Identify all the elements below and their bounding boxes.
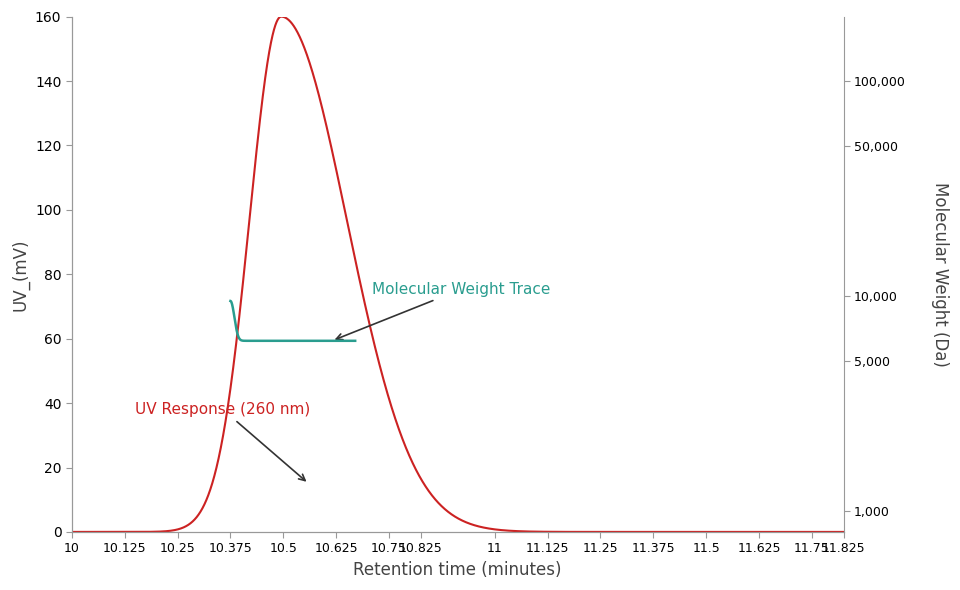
- Text: Molecular Weight Trace: Molecular Weight Trace: [336, 282, 550, 340]
- Y-axis label: Molecular Weight (Da): Molecular Weight (Da): [931, 182, 948, 367]
- Text: UV Response (260 nm): UV Response (260 nm): [135, 402, 310, 481]
- X-axis label: Retention time (minutes): Retention time (minutes): [353, 561, 562, 579]
- Y-axis label: UV_(mV): UV_(mV): [12, 238, 30, 310]
